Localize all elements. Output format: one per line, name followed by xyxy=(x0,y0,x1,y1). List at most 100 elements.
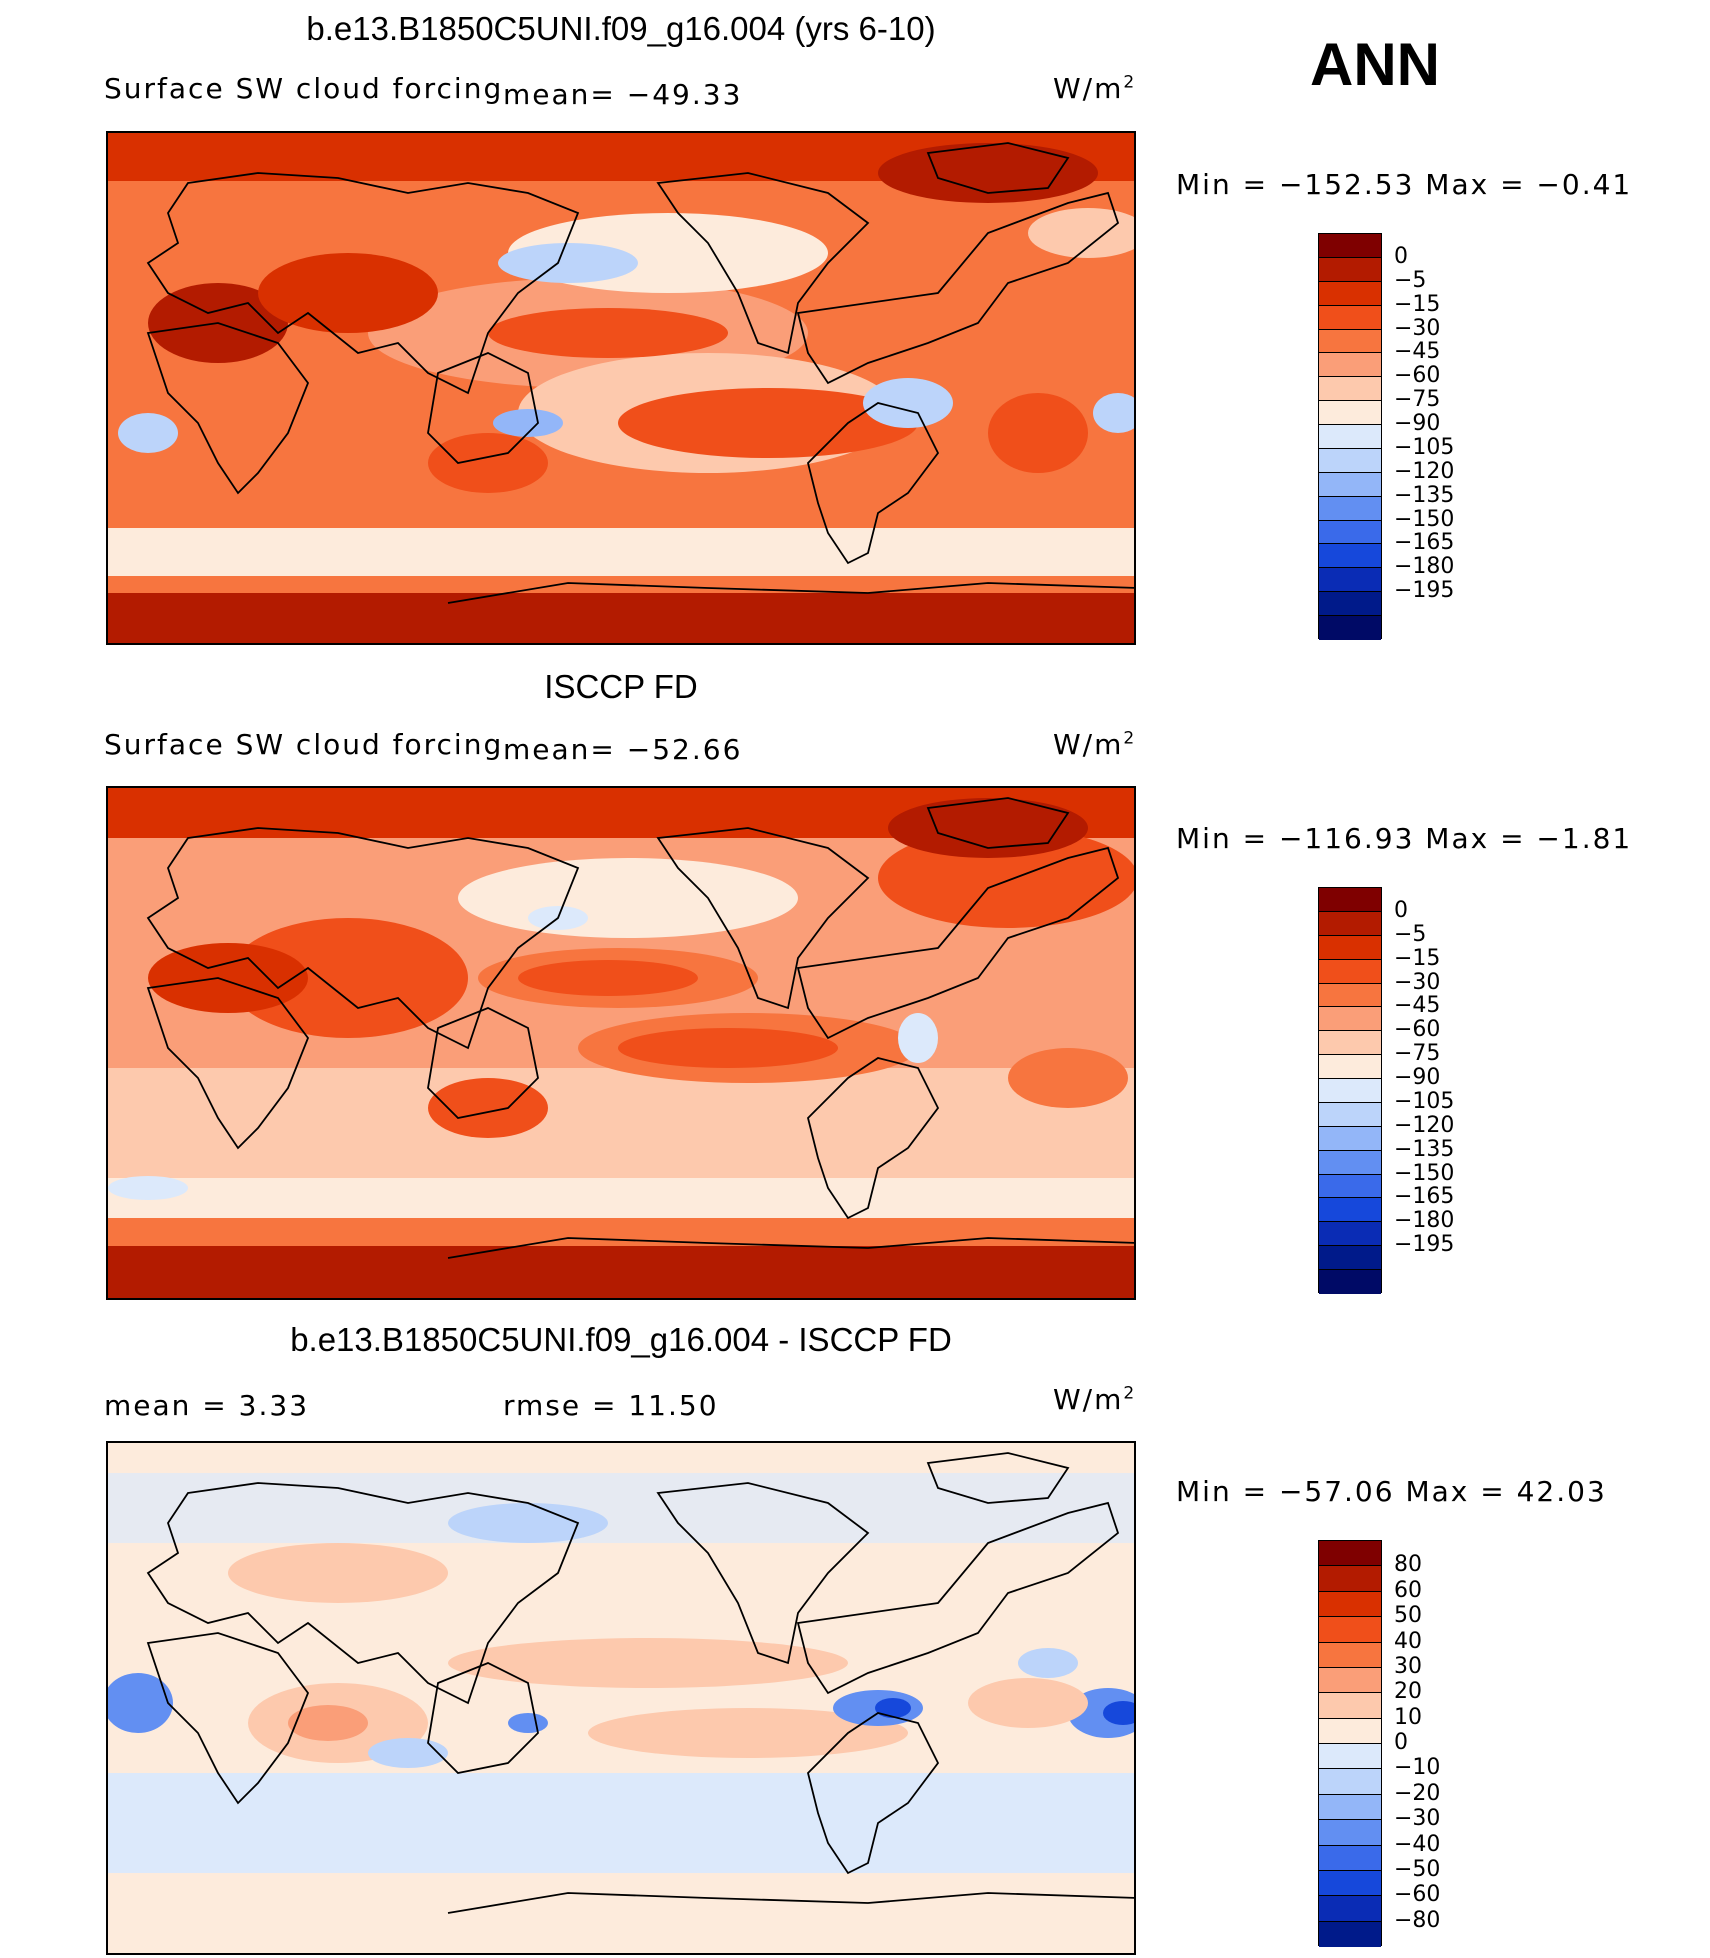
colorbar-segment xyxy=(1319,1870,1381,1897)
colorbar-segment xyxy=(1319,935,1381,960)
colorbar-tick-label: −150 xyxy=(1394,1160,1455,1186)
colorbar-segment xyxy=(1319,1896,1381,1922)
panel2-units: W/m2 xyxy=(1053,728,1137,761)
colorbar-tick-label: −105 xyxy=(1394,434,1455,460)
panel1-minmax: Min = −152.53 Max = −0.41 xyxy=(1176,168,1633,201)
colorbar-tick-label: 30 xyxy=(1394,1653,1422,1679)
panel2-map-svg xyxy=(108,788,1134,1298)
colorbar-segment xyxy=(1319,353,1381,378)
colorbar-tick-label: 50 xyxy=(1394,1603,1422,1629)
colorbar-tick-label: −120 xyxy=(1394,458,1455,484)
colorbar-tick-label: 0 xyxy=(1394,1730,1408,1755)
colorbar-segment xyxy=(1319,472,1381,497)
panel3-mean-label: mean = 3.33 xyxy=(104,1389,310,1422)
panel2-title: ISCCP FD xyxy=(544,668,698,705)
colorbar-tick-label: −30 xyxy=(1394,969,1441,995)
panel3-units: W/m2 xyxy=(1053,1383,1137,1416)
colorbar-tick-label: −180 xyxy=(1394,554,1455,580)
colorbar-segment xyxy=(1319,1794,1381,1821)
panel1-units: W/m2 xyxy=(1053,72,1137,105)
colorbar-segment xyxy=(1319,544,1381,569)
colorbar-segment xyxy=(1319,888,1381,912)
colorbar-tick-label: 20 xyxy=(1394,1679,1422,1705)
colorbar-tick-label: −5 xyxy=(1394,267,1427,293)
colorbar-tick-label: −135 xyxy=(1394,482,1455,508)
panel2-colorbar xyxy=(1318,887,1382,1294)
colorbar-segment xyxy=(1319,1921,1381,1947)
colorbar-segment xyxy=(1319,1079,1381,1103)
panel1-title: b.e13.B1850C5UNI.f09_g16.004 (yrs 6-10) xyxy=(306,10,936,47)
colorbar-segment xyxy=(1319,911,1381,936)
panel2-minmax: Min = −116.93 Max = −1.81 xyxy=(1176,822,1633,855)
panel1-colorbar xyxy=(1318,233,1382,640)
colorbar-tick-label: −150 xyxy=(1394,506,1455,532)
panel3-map-svg xyxy=(108,1443,1134,1953)
colorbar-segment xyxy=(1319,329,1381,354)
colorbar-segment xyxy=(1319,592,1381,616)
colorbar-segment xyxy=(1319,983,1381,1008)
colorbar-segment xyxy=(1319,1270,1381,1294)
colorbar-tick-label: −20 xyxy=(1394,1780,1441,1806)
colorbar-tick-label: −10 xyxy=(1394,1755,1441,1781)
colorbar-tick-label: −40 xyxy=(1394,1831,1441,1857)
colorbar-tick-label: 10 xyxy=(1394,1704,1422,1730)
colorbar-segment xyxy=(1319,401,1381,425)
colorbar-tick-label: −60 xyxy=(1394,363,1441,389)
colorbar-segment xyxy=(1319,1566,1381,1592)
colorbar-segment xyxy=(1319,1007,1381,1032)
colorbar-tick-label: −80 xyxy=(1394,1907,1441,1933)
colorbar-tick-label: −165 xyxy=(1394,1184,1455,1210)
colorbar-tick-label: −60 xyxy=(1394,1882,1441,1908)
colorbar-tick-label: −15 xyxy=(1394,291,1441,317)
season-label: ANN xyxy=(1310,31,1440,98)
colorbar-segment xyxy=(1319,234,1381,258)
colorbar-tick-label: −5 xyxy=(1394,921,1427,947)
colorbar-tick-label: 60 xyxy=(1394,1577,1422,1603)
colorbar-tick-label: 0 xyxy=(1394,243,1408,269)
panel2-mean-label: mean= −52.66 xyxy=(503,733,743,766)
colorbar-segment xyxy=(1319,1222,1381,1247)
colorbar-segment xyxy=(1319,1769,1381,1795)
colorbar-segment xyxy=(1319,1055,1381,1079)
colorbar-tick-label: −45 xyxy=(1394,993,1441,1019)
colorbar-segment xyxy=(1319,1541,1381,1567)
colorbar-tick-label: −90 xyxy=(1394,411,1441,437)
colorbar-segment xyxy=(1319,1693,1381,1719)
colorbar-tick-label: −90 xyxy=(1394,1065,1441,1091)
panel1-map-svg xyxy=(108,133,1134,643)
colorbar-segment xyxy=(1319,1642,1381,1668)
colorbar-tick-label: −195 xyxy=(1394,1232,1455,1258)
panel3-colorbar xyxy=(1318,1540,1382,1947)
panel1-map xyxy=(106,131,1136,645)
colorbar-segment xyxy=(1319,1744,1381,1770)
panel2-variable-label: Surface SW cloud forcing xyxy=(104,728,504,761)
colorbar-tick-label: −165 xyxy=(1394,530,1455,556)
colorbar-tick-label: −105 xyxy=(1394,1088,1455,1114)
colorbar-tick-label: −120 xyxy=(1394,1112,1455,1138)
colorbar-segment xyxy=(1319,496,1381,521)
colorbar-tick-label: −30 xyxy=(1394,1806,1441,1832)
panel1-mean-label: mean= −49.33 xyxy=(503,78,743,111)
colorbar-tick-label: 40 xyxy=(1394,1628,1422,1654)
colorbar-segment xyxy=(1319,1845,1381,1871)
colorbar-segment xyxy=(1319,377,1381,402)
panel2-map xyxy=(106,786,1136,1300)
colorbar-segment xyxy=(1319,1150,1381,1175)
colorbar-segment xyxy=(1319,616,1381,640)
colorbar-tick-label: −50 xyxy=(1394,1856,1441,1882)
colorbar-tick-label: −75 xyxy=(1394,387,1441,413)
colorbar-tick-label: −45 xyxy=(1394,339,1441,365)
panel3-title: b.e13.B1850C5UNI.f09_g16.004 - ISCCP FD xyxy=(290,1321,952,1358)
colorbar-segment xyxy=(1319,1031,1381,1056)
colorbar-segment xyxy=(1319,568,1381,593)
colorbar-segment xyxy=(1319,281,1381,306)
colorbar-tick-label: −195 xyxy=(1394,578,1455,604)
colorbar-segment xyxy=(1319,305,1381,330)
colorbar-segment xyxy=(1319,1820,1381,1846)
colorbar-tick-label: −30 xyxy=(1394,315,1441,341)
panel3-minmax: Min = −57.06 Max = 42.03 xyxy=(1176,1475,1607,1508)
colorbar-tick-label: 0 xyxy=(1394,897,1408,923)
colorbar-segment xyxy=(1319,520,1381,545)
panel3-map xyxy=(106,1441,1136,1955)
colorbar-tick-label: −15 xyxy=(1394,945,1441,971)
